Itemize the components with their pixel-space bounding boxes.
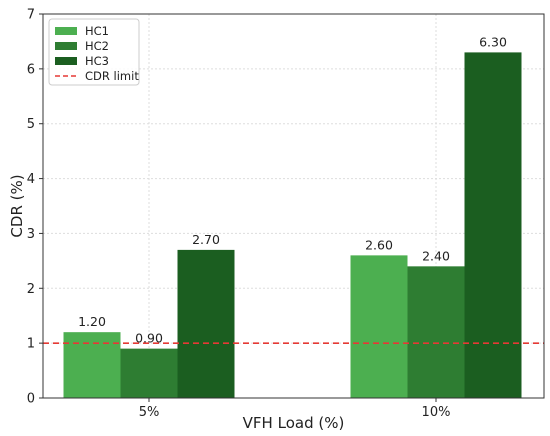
bar-hc2-1 xyxy=(407,266,465,398)
data-label-hc2-0: 0.90 xyxy=(135,331,163,346)
data-label-hc3-0: 2.70 xyxy=(192,232,220,247)
legend-label-hc3: HC3 xyxy=(85,54,109,68)
data-label-hc2-1: 2.40 xyxy=(422,248,450,263)
plot-frame xyxy=(42,13,545,399)
bar-hc2-0 xyxy=(120,348,178,398)
data-label-hc3-1: 6.30 xyxy=(479,34,507,49)
y-tick-label-4: 4 xyxy=(27,172,35,187)
data-label-hc1-0: 1.20 xyxy=(78,314,106,329)
data-labels: 1.20 2.60 0.90 2.40 2.70 6.30 xyxy=(78,34,507,345)
bar-hc3-1 xyxy=(464,52,522,399)
x-axis-label: VFH Load (%) xyxy=(243,414,345,432)
legend-swatch-hc3 xyxy=(55,57,77,65)
y-axis-ticks: 0 1 2 3 4 5 6 7 xyxy=(27,8,43,407)
legend-swatch-hc1 xyxy=(55,27,77,35)
bar-hc1-0 xyxy=(63,332,121,398)
x-tick-label-0: 5% xyxy=(139,405,160,420)
y-tick-label-1: 1 xyxy=(27,337,35,352)
y-axis-label: CDR (%) xyxy=(8,174,26,237)
y-tick-label-5: 5 xyxy=(27,117,35,132)
legend-label-cdr-limit: CDR limit xyxy=(85,69,139,83)
y-tick-label-3: 3 xyxy=(27,227,35,242)
bar-hc1-1 xyxy=(350,255,408,398)
x-axis-ticks: 5% 10% xyxy=(139,398,451,420)
bar-hc3-0 xyxy=(177,249,235,398)
legend-swatch-hc2 xyxy=(55,42,77,50)
legend-label-hc1: HC1 xyxy=(85,24,109,38)
x-tick-label-1: 10% xyxy=(422,405,451,420)
legend-label-hc2: HC2 xyxy=(85,39,109,53)
legend-box xyxy=(48,18,140,86)
y-tick-label-7: 7 xyxy=(27,8,35,23)
bars xyxy=(63,52,522,399)
y-tick-label-2: 2 xyxy=(27,282,35,297)
y-tick-label-6: 6 xyxy=(27,62,35,77)
y-tick-label-0: 0 xyxy=(27,392,35,407)
data-label-hc1-1: 2.60 xyxy=(365,237,393,252)
